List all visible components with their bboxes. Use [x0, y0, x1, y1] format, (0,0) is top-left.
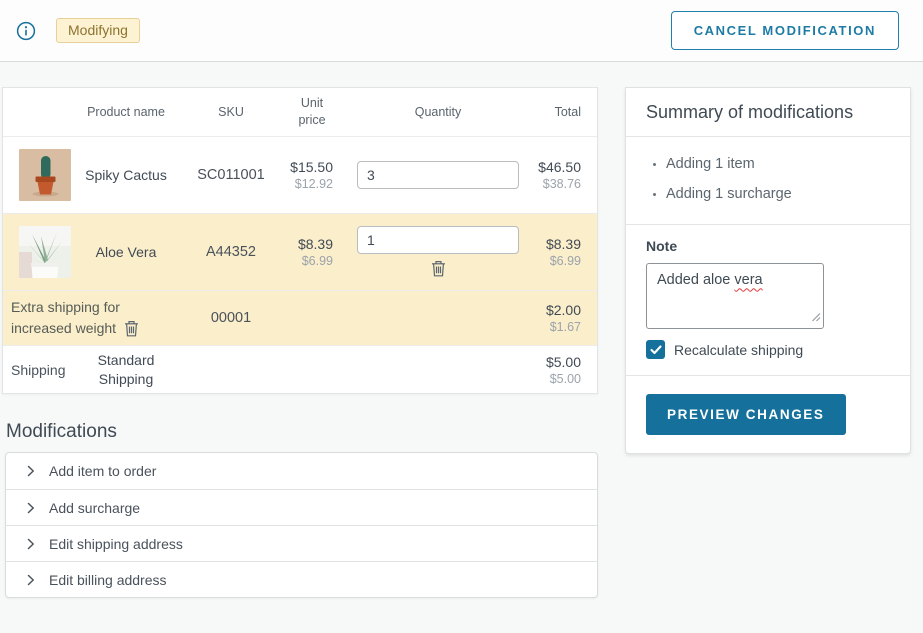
info-icon[interactable]	[16, 21, 36, 41]
delete-surcharge-button[interactable]	[122, 318, 141, 339]
column-header-total: Total	[554, 104, 581, 119]
product-name: Spiky Cactus	[85, 166, 167, 183]
total-cell: $2.00 $1.67	[533, 302, 597, 334]
checkbox-checked-icon[interactable]	[646, 340, 665, 360]
top-bar: Modifying CANCEL MODIFICATION	[0, 0, 923, 62]
column-header-sku: SKU	[218, 104, 244, 119]
status-badge: Modifying	[56, 18, 140, 43]
line-total-converted: $5.00	[549, 371, 581, 386]
line-total: $46.50	[538, 159, 581, 175]
accordion-label: Add surcharge	[49, 499, 141, 516]
shipping-method: Standard Shipping	[97, 351, 155, 387]
line-total-converted: $1.67	[549, 320, 581, 334]
note-text-misspelled: vera	[734, 272, 763, 289]
summary-bullet: Adding 1 item	[666, 150, 890, 180]
modifications-title: Modifications	[6, 421, 117, 442]
line-total-converted: $6.99	[549, 254, 581, 268]
summary-title: Summary of modifications	[626, 88, 910, 137]
modifications-accordion: Add item to order Add surcharge Edit shi…	[5, 452, 598, 598]
note-section: Note Added aloe vera Recalculate shippin…	[626, 225, 910, 375]
accordion-add-surcharge[interactable]: Add surcharge	[6, 489, 597, 525]
table-row-spiky-cactus: Spiky Cactus SC011001 $15.50 $12.92 $46.…	[3, 136, 597, 213]
chevron-right-icon	[27, 574, 35, 586]
shipping-label: Shipping	[11, 361, 66, 378]
quantity-input-spiky-cactus[interactable]	[357, 161, 519, 189]
line-total: $5.00	[545, 353, 581, 370]
recalculate-shipping-checkbox-row[interactable]: Recalculate shipping	[646, 340, 890, 360]
chevron-right-icon	[27, 538, 35, 550]
accordion-edit-billing-address[interactable]: Edit billing address	[6, 561, 597, 597]
summary-footer: PREVIEW CHANGES	[626, 375, 910, 453]
note-label: Note	[646, 238, 678, 255]
surcharge-name-cell: Extra shipping for increased weight	[3, 297, 181, 338]
accordion-label: Add item to order	[49, 463, 157, 479]
quantity-cell	[343, 225, 533, 279]
chevron-right-icon	[27, 502, 35, 514]
column-header-product-name: Product name	[87, 104, 165, 119]
chevron-right-icon	[27, 465, 35, 477]
product-sku: SC011001	[197, 167, 265, 183]
trash-icon	[125, 320, 139, 337]
accordion-label: Edit billing address	[49, 571, 167, 588]
accordion-label: Edit shipping address	[49, 535, 183, 552]
line-total: $8.39	[545, 236, 581, 252]
product-image-spiky-cactus	[3, 149, 71, 201]
surcharge-name: Extra shipping for increased weight	[11, 299, 120, 336]
trash-icon	[431, 260, 445, 276]
line-total: $2.00	[545, 302, 581, 318]
product-image-aloe-vera	[3, 226, 71, 278]
unit-price: $8.39	[297, 236, 333, 252]
quantity-cell	[343, 161, 533, 189]
table-row-surcharge: Extra shipping for increased weight 0000…	[3, 290, 597, 345]
product-name: Aloe Vera	[95, 243, 157, 260]
unit-price-cell: $15.50 $12.92	[281, 159, 343, 191]
quantity-input-aloe-vera[interactable]	[357, 225, 519, 254]
product-sku: A44352	[206, 244, 256, 260]
unit-price-cell: $8.39 $6.99	[281, 236, 343, 268]
surcharge-sku: 00001	[210, 310, 252, 326]
order-items-table: Product name SKU Unit price Quantity Tot…	[2, 87, 598, 394]
preview-changes-button[interactable]: PREVIEW CHANGES	[646, 394, 846, 436]
unit-price: $15.50	[290, 159, 333, 175]
delete-item-button[interactable]	[429, 258, 448, 279]
summary-bullet-list: Adding 1 item Adding 1 surcharge	[626, 137, 910, 226]
unit-price-converted: $6.99	[301, 254, 333, 268]
total-cell: $46.50 $38.76	[533, 159, 597, 191]
cancel-modification-button[interactable]: CANCEL MODIFICATION	[670, 11, 899, 50]
total-cell: $8.39 $6.99	[533, 236, 597, 268]
note-textarea[interactable]: Added aloe vera	[646, 263, 824, 330]
note-text: Added aloe	[657, 272, 731, 289]
column-header-unit-price: Unit price	[298, 96, 326, 127]
accordion-edit-shipping-address[interactable]: Edit shipping address	[6, 525, 597, 561]
summary-bullet: Adding 1 surcharge	[666, 180, 890, 210]
line-total-converted: $38.76	[542, 177, 581, 191]
accordion-add-item-to-order[interactable]: Add item to order	[6, 453, 597, 489]
recalculate-shipping-label: Recalculate shipping	[674, 341, 804, 358]
table-row-aloe-vera: Aloe Vera A44352 $8.39 $6.99	[3, 213, 597, 290]
resize-handle[interactable]	[811, 310, 821, 326]
total-cell: $5.00 $5.00	[533, 354, 597, 386]
table-row-shipping: Shipping Standard Shipping $5.00 $5.00	[3, 345, 597, 393]
table-header-row: Product name SKU Unit price Quantity Tot…	[3, 88, 597, 136]
unit-price-converted: $12.92	[294, 177, 333, 191]
order-section: Product name SKU Unit price Quantity Tot…	[2, 87, 598, 598]
summary-panel: Summary of modifications Adding 1 item A…	[625, 87, 911, 455]
column-header-quantity: Quantity	[414, 104, 462, 119]
